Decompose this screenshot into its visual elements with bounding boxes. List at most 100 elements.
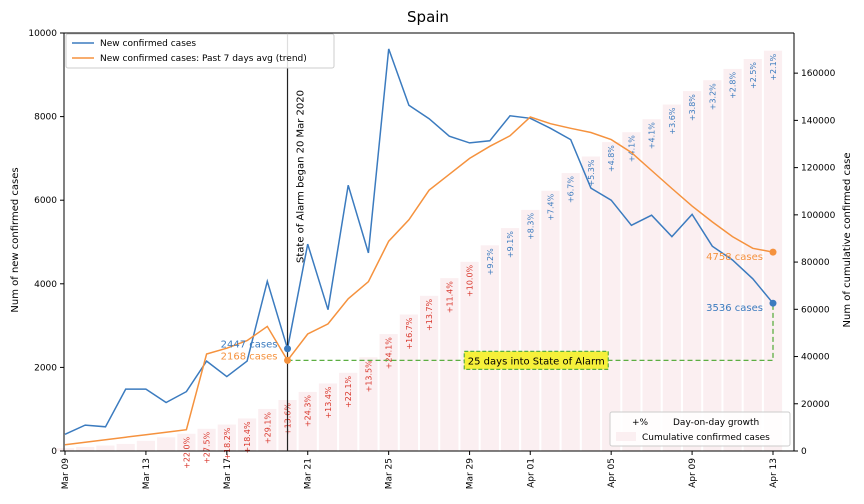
growth-label: +8.3%: [526, 212, 535, 239]
x-tick-label: Apr 13: [769, 458, 779, 488]
y-tick-label-right: 20000: [801, 400, 830, 410]
cumulative-bar: [642, 119, 661, 451]
x-tick-label: Mar 21: [304, 458, 314, 489]
growth-label: +2.1%: [769, 53, 778, 80]
cumulative-bar: [541, 190, 560, 452]
growth-label: +4.1%: [627, 135, 636, 162]
growth-label: +4.1%: [648, 122, 657, 149]
cumulative-bar: [662, 104, 681, 451]
cumulative-bar: [76, 446, 95, 451]
start-label-new: 2447 cases: [221, 340, 278, 351]
growth-label: +10.0%: [466, 264, 475, 297]
legend-label-new: New confirmed cases: [100, 39, 196, 49]
annotation-box: [463, 350, 609, 370]
growth-label: +29.1%: [263, 412, 272, 445]
cumulative-bar: [298, 391, 317, 451]
end-label-new: 3536 cases: [706, 303, 763, 314]
y-tick-label-right: 100000: [801, 211, 836, 221]
cumulative-bar: [602, 142, 621, 451]
chart-title: Spain: [407, 8, 449, 26]
y-tick-label-left: 2000: [34, 363, 57, 373]
y-tick-label-right: 120000: [801, 164, 836, 174]
state-of-alarm-label: State of Alarm began 20 Mar 2020: [296, 90, 307, 263]
y-axis-label-right: Num of cumulative confirmed case: [842, 153, 853, 328]
end-point-trend: [769, 248, 777, 256]
x-tick-label: Apr 09: [688, 458, 698, 488]
end-point-new: [769, 299, 777, 307]
legend-bottom: +% Day-on-day growth Cumulative confirme…: [609, 411, 791, 447]
growth-label: +18.4%: [243, 421, 252, 454]
cumulative-bars: [55, 50, 783, 452]
new-cases-line: [64, 48, 774, 435]
cumulative-bar: [217, 424, 236, 451]
cumulative-bar: [622, 132, 641, 451]
growth-label: +11.4%: [445, 281, 454, 314]
cumulative-bar: [379, 334, 398, 451]
y-tick-label-right: 140000: [801, 116, 836, 126]
growth-label: +24.1%: [385, 337, 394, 370]
growth-label: +3.6%: [668, 107, 677, 134]
growth-label: +2.8%: [729, 72, 738, 99]
growth-label: +16.7%: [405, 317, 414, 350]
start-point-trend: [284, 356, 292, 364]
cumulative-bar: [440, 278, 459, 451]
x-tick-label: Mar 17: [223, 458, 233, 489]
y-tick-label-right: 40000: [801, 353, 830, 363]
cumulative-bar: [480, 245, 499, 451]
growth-label: +13.4%: [324, 386, 333, 419]
growth-label: +13.7%: [425, 298, 434, 331]
series-lines: [64, 48, 774, 446]
cumulative-bar: [581, 156, 601, 451]
cumulative-bar: [399, 314, 418, 451]
cumulative-bar: [197, 428, 216, 451]
legend-top: New confirmed cases New confirmed cases:…: [65, 33, 335, 69]
x-tick-label: Apr 01: [526, 458, 536, 488]
growth-label: +3.2%: [708, 83, 717, 110]
start-label-trend: 2168 cases: [221, 351, 278, 362]
growth-label: +9.1%: [506, 231, 515, 258]
annotation-box-label: 25 days into State of Alarm: [468, 356, 605, 367]
legend-cumulative-swatch: [616, 432, 636, 441]
growth-label: +13.5%: [364, 360, 373, 393]
trend-line: [64, 116, 774, 446]
annotations: State of Alarm began 20 Mar 2020 2447 cas…: [221, 33, 777, 451]
growth-label: +5.3%: [587, 159, 596, 186]
cumulative-bar: [561, 173, 580, 451]
cumulative-bar: [703, 80, 722, 452]
growth-label: +7.4%: [546, 193, 555, 220]
growth-label: +6.7%: [567, 176, 576, 203]
cumulative-bar: [521, 209, 540, 451]
x-tick-label: Mar 25: [385, 458, 395, 489]
cumulative-bar: [116, 443, 135, 451]
legend-bottom-frame: [609, 411, 791, 447]
growth-label: +24.3%: [304, 395, 313, 428]
y-tick-label-right: 0: [801, 447, 807, 457]
y-tick-label-right: 60000: [801, 305, 830, 315]
axes: 0200040006000800010000020000400006000080…: [28, 29, 835, 489]
legend-growth-label: Day-on-day growth: [673, 418, 759, 428]
growth-label: +27.5%: [203, 431, 212, 464]
cumulative-bar: [96, 445, 115, 451]
cumulative-bar: [743, 58, 762, 451]
y-tick-label-left: 10000: [28, 29, 57, 39]
growth-label: +9.2%: [486, 248, 495, 275]
growth-labels: +22.0%+27.5%+18.2%+18.4%+29.1%+13.6%+24.…: [182, 53, 778, 469]
cumulative-bar: [55, 448, 75, 451]
cumulative-bar: [258, 408, 277, 451]
y-tick-label-left: 4000: [34, 280, 57, 290]
y-tick-label-right: 160000: [801, 69, 836, 79]
growth-label: +22.1%: [344, 375, 353, 408]
x-tick-label: Apr 05: [607, 458, 617, 488]
growth-label: +4.8%: [607, 145, 616, 172]
y-tick-label-left: 0: [51, 447, 57, 457]
legend-cumulative-label: Cumulative confirmed cases: [642, 433, 770, 443]
legend-growth-marker: +%: [632, 418, 649, 428]
y-tick-label-left: 8000: [34, 113, 57, 123]
legend-label-trend: New confirmed cases: Past 7 days avg (tr…: [100, 54, 307, 64]
cumulative-bar: [318, 383, 338, 451]
growth-label: +3.8%: [688, 94, 697, 121]
y-tick-label-left: 6000: [34, 196, 57, 206]
legend-top-frame: [65, 33, 335, 69]
